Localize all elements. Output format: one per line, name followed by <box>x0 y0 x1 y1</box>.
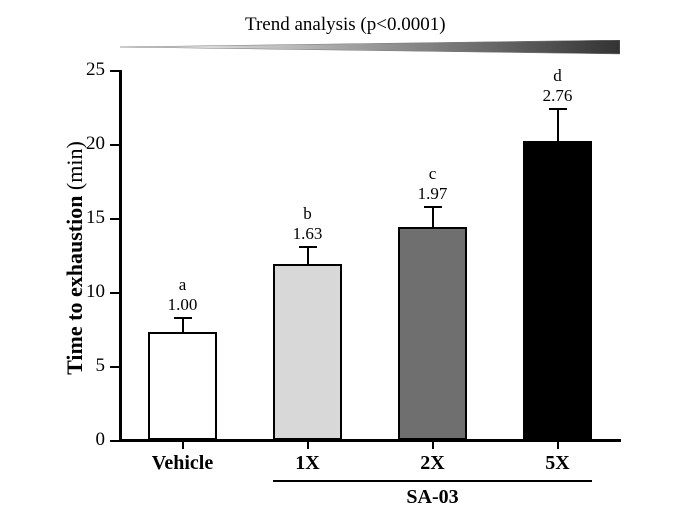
y-tick <box>110 218 120 220</box>
error-bar <box>307 246 309 264</box>
trend-text: Trend analysis (p<0.0001) <box>245 14 446 36</box>
error-bar <box>557 108 559 141</box>
letter-label: c <box>429 164 437 184</box>
x-tick <box>307 440 309 449</box>
letter-label: a <box>179 275 187 295</box>
trend-wedge <box>120 40 620 60</box>
y-tick <box>110 144 120 146</box>
x-tick <box>182 440 184 449</box>
plot-area: 05101520251.00a1.63b1.97c2.76d <box>120 70 620 440</box>
y-tick-label: 20 <box>65 133 105 155</box>
y-tick <box>110 292 120 294</box>
error-cap <box>174 317 192 319</box>
letter-label: b <box>303 204 312 224</box>
x-tick-label: Vehicle <box>152 452 213 475</box>
group-line <box>273 480 592 482</box>
error-cap <box>299 246 317 248</box>
y-tick <box>110 70 120 72</box>
y-axis-label: Time to exhaustion (min) <box>62 133 88 383</box>
y-axis <box>119 70 122 440</box>
bar <box>523 141 592 440</box>
y-tick <box>110 366 120 368</box>
value-label: 1.00 <box>168 295 198 315</box>
group-label: SA-03 <box>406 486 458 509</box>
y-tick-label: 10 <box>65 281 105 303</box>
y-tick-label: 15 <box>65 207 105 229</box>
value-label: 1.63 <box>293 224 323 244</box>
x-tick-label: 1X <box>295 452 319 475</box>
chart-container: Trend analysis (p<0.0001) Time to exhaus… <box>0 0 682 510</box>
y-tick-label: 0 <box>65 429 105 451</box>
value-label: 2.76 <box>543 86 573 106</box>
x-tick <box>557 440 559 449</box>
letter-label: d <box>553 66 562 86</box>
bar <box>148 332 217 440</box>
value-label: 1.97 <box>418 184 448 204</box>
y-tick <box>110 440 120 442</box>
error-cap <box>424 206 442 208</box>
bar <box>273 264 342 440</box>
y-tick-label: 5 <box>65 355 105 377</box>
error-bar <box>182 317 184 332</box>
x-tick-label: 2X <box>420 452 444 475</box>
error-bar <box>432 206 434 227</box>
y-tick-label: 25 <box>65 59 105 81</box>
bar <box>398 227 467 440</box>
error-cap <box>549 108 567 110</box>
x-tick <box>432 440 434 449</box>
x-tick-label: 5X <box>545 452 569 475</box>
